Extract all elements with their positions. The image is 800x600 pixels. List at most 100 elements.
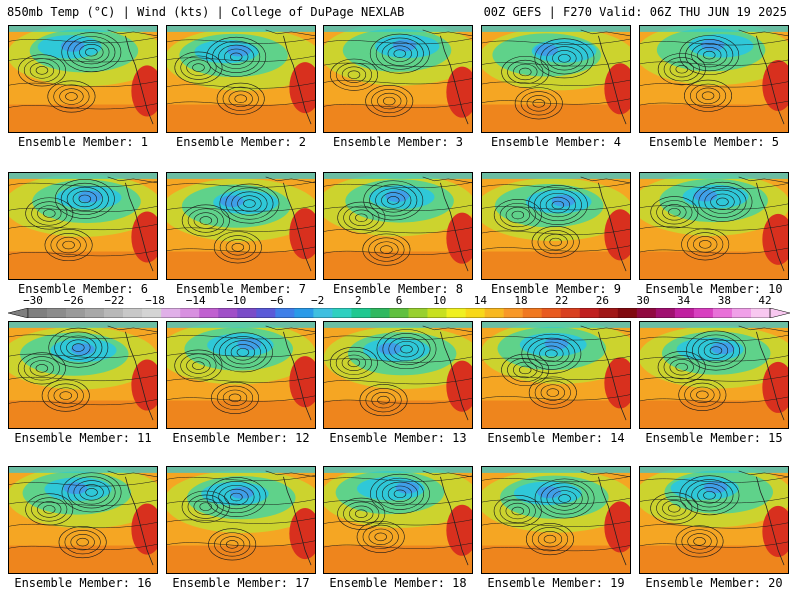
isobar-contour — [174, 349, 223, 382]
border-line — [265, 176, 315, 184]
ensemble-member-label: Ensemble Member: 9 — [490, 282, 622, 296]
ensemble-member-label: Ensemble Member: 15 — [645, 431, 783, 445]
colorbar-tick-label: −10 — [226, 294, 247, 307]
isobar-contour — [180, 55, 217, 80]
coastline — [440, 476, 469, 566]
colorbar-swatch — [750, 308, 771, 318]
temperature-map — [640, 322, 788, 428]
hot-land — [762, 505, 788, 557]
isobar-contour — [206, 477, 267, 517]
isobar-contour — [231, 191, 268, 216]
coldest-core — [392, 39, 417, 52]
isobar-contour — [59, 88, 84, 105]
isobar-contour — [400, 344, 413, 354]
arctic-edge — [640, 173, 788, 179]
isobar-contour — [527, 337, 576, 370]
warm-band — [324, 104, 472, 132]
isobar-contour — [558, 494, 571, 503]
hot-land — [289, 356, 315, 408]
hot-land — [131, 211, 157, 263]
coldest-core — [710, 342, 735, 355]
colorbar-swatch — [85, 308, 105, 318]
isobar-contour — [640, 100, 788, 107]
isobar-contour — [640, 247, 788, 254]
isobar-contour — [23, 356, 60, 381]
isobar-contour — [208, 528, 257, 561]
border-line — [738, 470, 788, 478]
ensemble-member-label: Ensemble Member: 14 — [487, 431, 625, 445]
isobar-contour — [383, 96, 396, 106]
isobar-contour — [324, 333, 472, 340]
isobar-contour — [76, 537, 89, 547]
arctic-edge — [167, 26, 315, 32]
isobar-contour — [324, 498, 472, 505]
isobar-contour — [692, 181, 753, 222]
colorbar-tick-label: 18 — [514, 294, 528, 307]
isobar-contour — [9, 103, 157, 110]
isobar-contour — [393, 489, 407, 499]
isobar-contour — [25, 197, 74, 230]
temperature-map — [640, 26, 788, 132]
isobar-contour — [70, 533, 95, 551]
border-line — [580, 29, 630, 37]
colorbar-swatch — [560, 308, 581, 318]
isobar-contour — [9, 522, 157, 529]
isobar-contour — [640, 522, 788, 529]
border-line — [580, 176, 630, 184]
isobar-contour — [66, 339, 91, 356]
isobar-contour — [62, 240, 75, 250]
isobar-contour — [518, 365, 532, 375]
isobar-contour — [78, 194, 92, 204]
coastline — [598, 331, 627, 421]
isobar-contour — [540, 384, 565, 401]
temperature-map — [324, 173, 472, 279]
temperature-map — [324, 467, 472, 573]
isobar-contour — [324, 60, 472, 67]
isobar-contour — [181, 490, 230, 523]
isobar-contour — [501, 55, 550, 88]
isobar-contour — [709, 346, 723, 355]
isobar-contour — [42, 505, 56, 514]
isobar-contour — [230, 344, 256, 361]
ensemble-member-label: Ensemble Member: 5 — [648, 135, 780, 149]
ensemble-member-label: Ensemble Member: 4 — [490, 135, 622, 149]
coldest-core — [385, 190, 410, 202]
isobar-contour — [61, 472, 122, 513]
border-line — [107, 470, 157, 478]
isobar-contour — [369, 184, 418, 217]
colorbar-swatch — [598, 308, 619, 318]
isobar-contour — [9, 499, 157, 506]
colorbar-tick-label: −14 — [185, 294, 206, 307]
isobar-contour — [9, 250, 157, 257]
colorbar-swatch — [503, 308, 523, 318]
isobar-contour — [355, 509, 368, 518]
ensemble-member-map — [481, 25, 631, 133]
isobar-contour — [640, 375, 788, 382]
isobar-contour — [228, 90, 253, 107]
isobar-contour — [387, 485, 413, 502]
isobar-contour — [374, 532, 387, 542]
isobar-contour — [527, 185, 588, 225]
isobar-contour — [668, 504, 681, 513]
colorbar-swatch — [465, 308, 485, 318]
isobar-contour — [482, 476, 630, 483]
isobar-contour — [181, 204, 230, 237]
ensemble-member-label: Ensemble Member: 18 — [329, 576, 467, 590]
isobar-contour — [341, 354, 367, 372]
coastline — [598, 476, 627, 566]
colorbar-swatch — [294, 308, 314, 318]
isobar-contour — [218, 484, 255, 510]
colorbar-tick-label: 34 — [677, 294, 691, 307]
isobar-contour — [324, 249, 472, 255]
isobar-contour — [531, 226, 580, 259]
isobar-contour — [347, 70, 361, 79]
ensemble-member-label: Ensemble Member: 2 — [175, 135, 307, 149]
isobar-contour — [31, 201, 68, 226]
isobar-contour — [9, 544, 157, 550]
coldest-core — [60, 39, 85, 52]
temperature-map — [9, 322, 157, 428]
isobar-contour — [67, 36, 116, 69]
isobar-contour — [482, 228, 630, 235]
ensemble-member-map — [323, 466, 473, 574]
coldest-core — [70, 343, 95, 356]
